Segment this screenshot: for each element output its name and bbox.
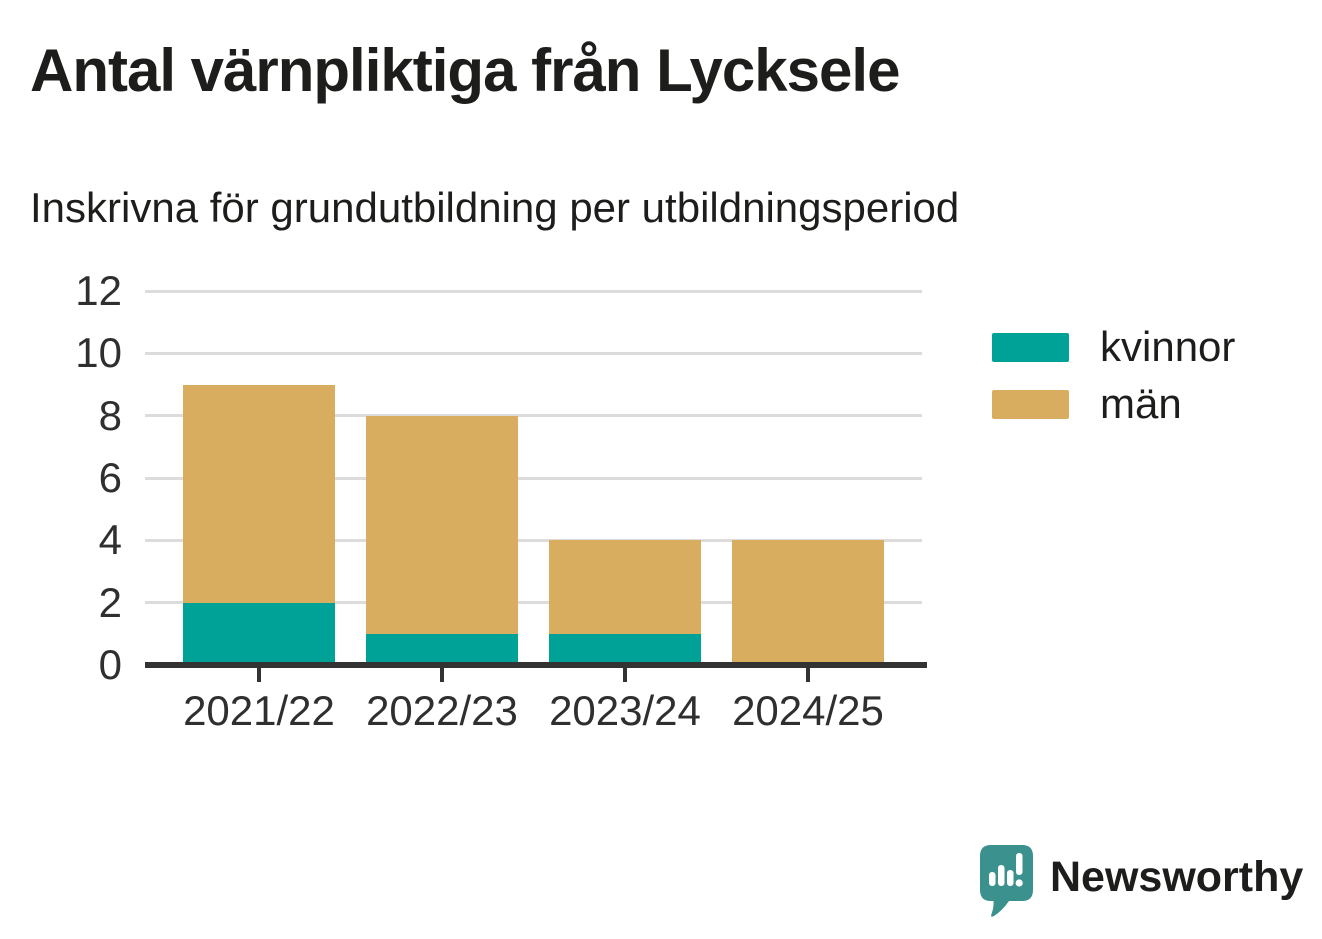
legend-swatch-man: [992, 389, 1069, 419]
x-tick-label: 2021/22: [183, 687, 335, 734]
legend-item-kvinnor: kvinnor: [992, 323, 1236, 370]
x-tick-label: 2022/23: [366, 687, 518, 734]
x-tick-mark: [440, 668, 444, 682]
legend: kvinnor män: [992, 323, 1236, 445]
chart-area: 0 2 4 6 8 10 12 2021/22 2022/23 2023/24 2024/25: [0, 267, 960, 761]
y-tick-label: 12: [75, 267, 122, 314]
newsworthy-logo: Newsworthy: [980, 845, 1303, 924]
x-tick-label: 2023/24: [549, 687, 701, 734]
gridline: [145, 476, 922, 480]
y-tick-label: 4: [98, 516, 122, 564]
bar-segment-män-2021/22: [183, 384, 335, 603]
x-tick-mark: [623, 668, 627, 682]
gridline: [145, 351, 922, 355]
y-tick-label: 2: [98, 578, 122, 626]
x-tick-mark: [257, 668, 261, 682]
gridline: [145, 289, 922, 293]
legend-item-man: män: [992, 380, 1235, 427]
x-axis-line: [145, 662, 927, 668]
bar-segment-män-2024/25: [732, 540, 884, 665]
legend-label-kvinnor: kvinnor: [1100, 323, 1236, 370]
speech-bubble-bar-chart-icon: [980, 845, 1033, 924]
bar-segment-kvinnor-2021/22: [183, 602, 335, 665]
y-tick-label: 8: [98, 391, 122, 439]
gridline: [145, 601, 922, 605]
chart-title: Antal värnpliktiga från Lycksele: [30, 37, 900, 104]
legend-label-man: män: [1100, 380, 1182, 427]
gridline: [145, 538, 922, 542]
bar-segment-män-2022/23: [366, 415, 518, 634]
y-tick-label: 6: [98, 454, 122, 501]
chart-subtitle: Inskrivna för grundutbildning per utbild…: [30, 184, 960, 231]
gridline: [145, 414, 922, 418]
bar-segment-kvinnor-2022/23: [366, 633, 518, 665]
y-tick-label: 0: [98, 641, 122, 688]
x-tick-label: 2024/25: [732, 687, 884, 734]
legend-swatch-kvinnor: [992, 332, 1069, 362]
bar-segment-kvinnor-2023/24: [549, 633, 701, 665]
bar-segment-män-2023/24: [549, 540, 701, 634]
y-tick-label: 10: [75, 329, 122, 377]
x-tick-mark: [806, 668, 810, 682]
plot-area: [145, 289, 922, 665]
newsworthy-logo-text: Newsworthy: [1050, 853, 1304, 901]
